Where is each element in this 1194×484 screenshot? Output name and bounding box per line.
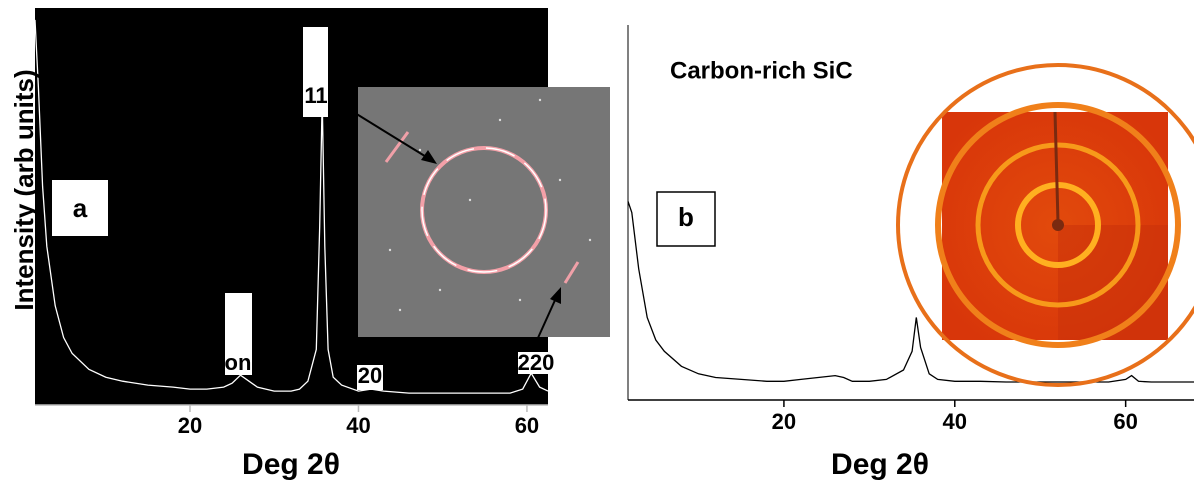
x-tick-label: 20: [178, 413, 202, 438]
page: {"chart_data": [ {"type": "line", "x_lab…: [0, 0, 1194, 484]
x-axis-label: Deg 2θ: [242, 448, 340, 481]
diffraction-spot: [439, 289, 441, 291]
diffraction-spot: [419, 149, 421, 151]
inset-image: [898, 65, 1194, 385]
x-axis-label: Deg 2θ: [831, 448, 929, 481]
diffraction-spot: [469, 199, 471, 201]
x-tick-label: 40: [943, 409, 967, 434]
chart-title: Carbon-rich SiC: [670, 57, 853, 84]
annotation: b: [678, 202, 694, 232]
annotation: on: [225, 350, 252, 375]
annotation: 20: [358, 363, 382, 388]
diffraction-spot: [539, 99, 541, 101]
x-tick-label: 20: [772, 409, 796, 434]
x-tick-label: 40: [346, 413, 370, 438]
annotation: 220: [518, 350, 555, 375]
diffraction-spot: [519, 299, 521, 301]
annotation: a: [73, 193, 88, 223]
diffraction-spot: [589, 239, 591, 241]
y-axis-label: Intensity (arb units): [9, 69, 39, 310]
inset-background: [358, 87, 610, 337]
x-tick-label: 60: [1113, 409, 1137, 434]
beam-stop: [1052, 219, 1064, 231]
figure: 20 40 60 Deg 2θ Intensity (arb units) a 11 on 20…: [0, 0, 1194, 484]
diffraction-spot: [399, 309, 401, 311]
annotation: 11: [304, 83, 327, 108]
diffraction-spot: [559, 179, 561, 181]
x-tick-label: 60: [515, 413, 539, 438]
diffraction-spot: [499, 119, 501, 121]
inset-image: [355, 87, 610, 360]
diffraction-spot: [389, 249, 391, 251]
